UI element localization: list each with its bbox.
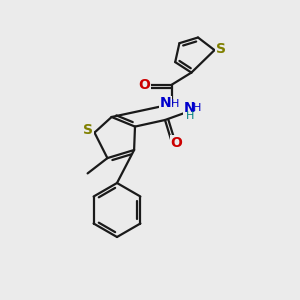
Text: S: S <box>83 123 93 137</box>
Text: O: O <box>170 136 182 150</box>
Text: H: H <box>193 103 201 113</box>
Text: H: H <box>171 99 179 109</box>
Text: H: H <box>186 111 194 121</box>
Text: N: N <box>160 96 171 110</box>
Text: N: N <box>184 101 196 115</box>
Text: O: O <box>138 78 150 92</box>
Text: S: S <box>216 42 226 56</box>
